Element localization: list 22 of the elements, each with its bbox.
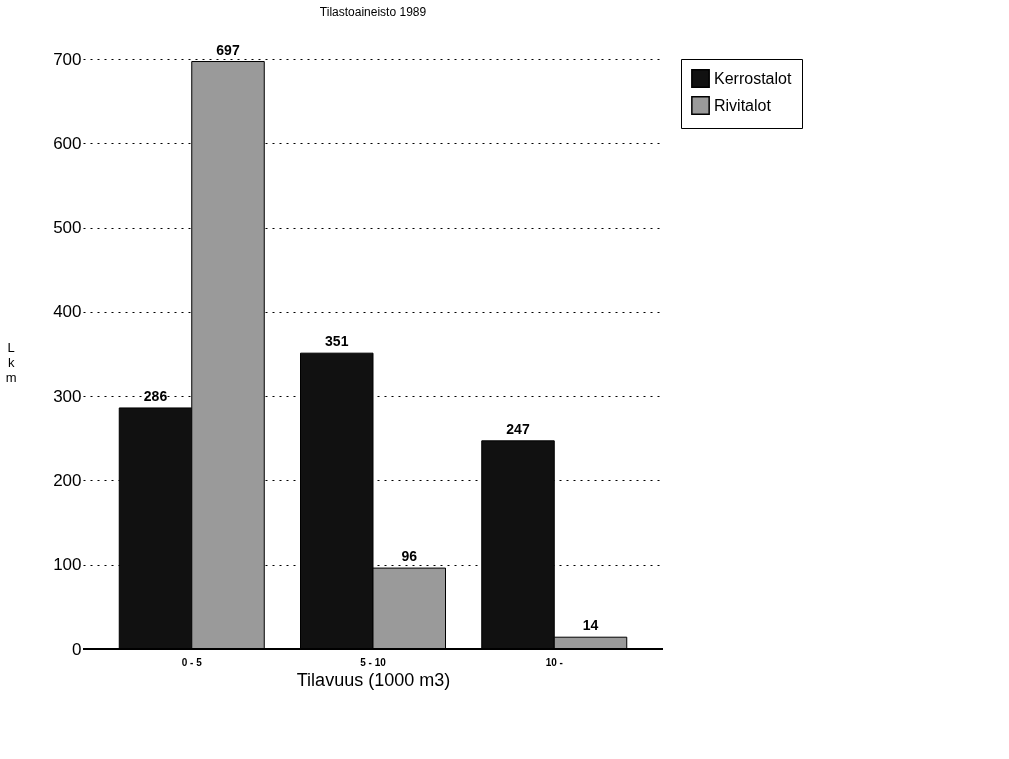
y-axis-title: Lkm bbox=[5, 339, 17, 385]
x-tick-label: 5 - 10 bbox=[360, 656, 387, 668]
x-axis-title: Tilavuus (1000 m3) bbox=[296, 669, 451, 690]
data-label: 247 bbox=[506, 420, 530, 437]
data-label: 351 bbox=[325, 333, 349, 350]
y-tick-label: 100 bbox=[53, 555, 82, 575]
chart-title: Tilastoaineisto 1989 bbox=[319, 4, 427, 19]
data-label: 286 bbox=[143, 387, 168, 404]
data-label: 14 bbox=[582, 617, 599, 634]
y-tick-label: 700 bbox=[53, 49, 82, 69]
x-tick-label: 0 - 5 bbox=[181, 656, 203, 668]
data-label: 96 bbox=[401, 548, 418, 565]
legend-label: Rivitalot bbox=[714, 96, 772, 114]
y-tick-label: 300 bbox=[53, 386, 82, 406]
y-tick-label: 200 bbox=[53, 470, 82, 490]
legend-label: Kerrostalot bbox=[714, 69, 792, 87]
y-tick-label: 0 bbox=[72, 639, 82, 659]
y-tick-label: 600 bbox=[53, 133, 82, 153]
y-tick-label: 400 bbox=[53, 302, 82, 322]
x-tick-label: 10 - bbox=[545, 656, 563, 668]
y-tick-label: 500 bbox=[53, 218, 82, 238]
data-label: 697 bbox=[216, 41, 240, 58]
